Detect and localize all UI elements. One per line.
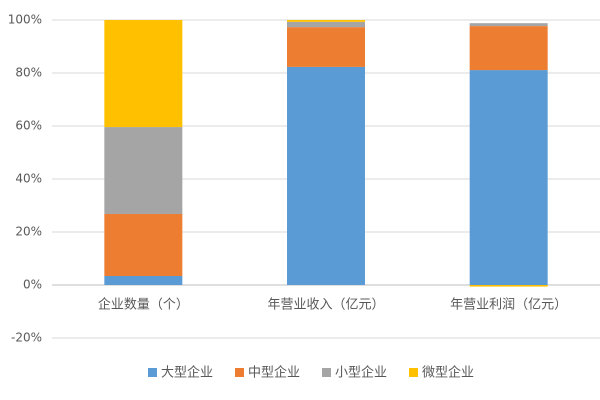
- bar-segment: [469, 23, 548, 27]
- bar-segment: [104, 275, 183, 285]
- legend-label: 中型企业: [248, 365, 300, 381]
- x-tick-label: 企业数量（个）: [98, 297, 189, 313]
- bar-segment: [287, 21, 365, 28]
- legend-swatch: [235, 368, 244, 377]
- bar-segment: [469, 70, 548, 286]
- legend-swatch: [322, 368, 331, 377]
- legend-swatch: [409, 368, 418, 377]
- x-tick-label: 年营业收入（亿元）: [267, 298, 384, 313]
- x-tick-label: 年营业利润（亿元）: [450, 298, 567, 313]
- y-tick-label: 80%: [15, 66, 42, 80]
- legend-label: 大型企业: [161, 365, 213, 381]
- y-tick-label: 40%: [15, 172, 42, 186]
- legend-label: 小型企业: [335, 365, 387, 381]
- y-tick-label: 100%: [8, 13, 42, 27]
- bar-segment: [287, 66, 365, 285]
- bar-segment: [469, 285, 548, 287]
- bar-segment: [104, 213, 183, 276]
- bar-segment: [287, 27, 365, 67]
- bar-segment: [469, 26, 548, 71]
- y-tick-label: 60%: [15, 119, 42, 133]
- y-tick-label: 0%: [23, 278, 42, 292]
- legend-swatch: [148, 368, 157, 377]
- bar-segment: [287, 20, 365, 22]
- bar-segment: [104, 127, 183, 214]
- y-tick-label: 20%: [15, 225, 42, 239]
- legend-label: 微型企业: [422, 365, 474, 381]
- bar-segment: [104, 20, 183, 128]
- y-tick-label: -20%: [11, 331, 42, 345]
